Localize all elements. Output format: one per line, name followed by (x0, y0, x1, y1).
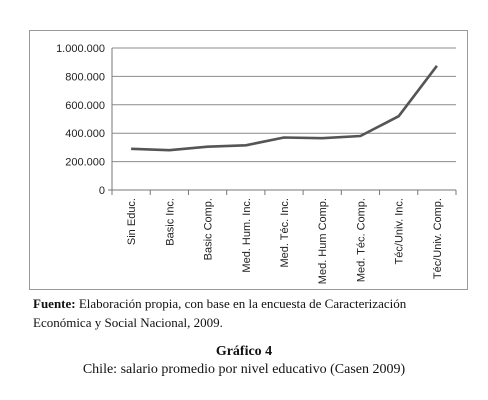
x-tick-label: Téc/Univ. Comp. (432, 198, 444, 279)
x-tick-label: Med. Hum. Inc. (241, 198, 253, 273)
figure-caption: Chile: salario promedio por nivel educat… (82, 362, 406, 377)
x-tick-label: Téc/Univ. Inc. (394, 198, 406, 264)
series-line (131, 65, 438, 152)
source-note: Fuente: Elaboración propia, con base en … (33, 294, 463, 332)
y-tick-label: 800.000 (65, 71, 105, 83)
y-tick-label: 400.000 (65, 128, 105, 140)
x-tick-label: Med. Téc. Inc. (279, 198, 291, 268)
y-tick-label: 600.000 (65, 100, 105, 112)
source-text: Elaboración propia, con base en la encue… (33, 296, 407, 330)
y-tick-label: 0 (99, 185, 105, 197)
x-tick-label: Med. Hum Comp. (317, 198, 329, 284)
line-chart: 0 200.000 400.000 600.000 800.000 1.000.000 Si… (56, 43, 457, 284)
x-tick-label: Med. Téc. Comp. (355, 198, 367, 282)
y-tick-label: 1.000.000 (56, 43, 105, 55)
source-label: Fuente: (33, 296, 76, 311)
x-tick-label: Sin Educ. (126, 198, 138, 245)
x-tick-label: Basic Comp. (203, 198, 215, 260)
figure-label: Gráfico 4 (215, 344, 273, 359)
x-tick-label: Basic Inc. (164, 198, 176, 246)
chart-frame: 0 200.000 400.000 600.000 800.000 1.000.000 Si… (29, 30, 468, 290)
y-tick-label: 200.000 (65, 157, 105, 169)
